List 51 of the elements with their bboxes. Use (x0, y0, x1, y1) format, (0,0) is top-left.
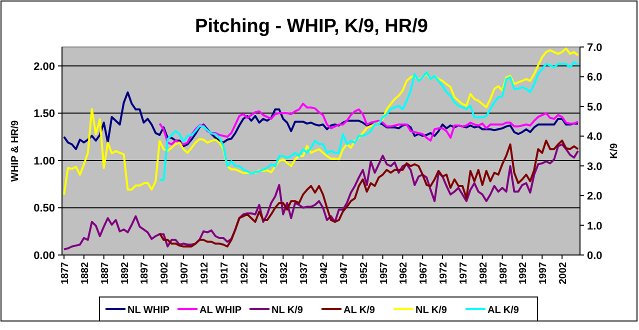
x-tick-label: 1887 (100, 262, 111, 284)
x-tick-label: 1877 (60, 262, 71, 284)
x-tick-label: 1937 (299, 262, 310, 284)
x-tick-label: 1907 (180, 262, 191, 284)
y2-tick-label: 6.0 (587, 72, 602, 84)
x-tick-label: 1932 (279, 262, 290, 284)
legend-label: NL WHIP (128, 305, 170, 316)
legend-label: AL WHIP (200, 305, 242, 316)
x-tick-label: 1942 (318, 262, 330, 284)
x-tick-label: 1967 (418, 262, 430, 284)
y2-tick-label: 3.0 (587, 160, 602, 173)
y2-tick-label: 7.0 (587, 42, 602, 54)
x-tick-label: 1952 (358, 262, 370, 284)
x-tick-label: 1892 (120, 262, 131, 284)
y2-tick-label: 1.0 (587, 220, 602, 232)
y-axis-title: WHIP & HR/9 (10, 120, 21, 182)
x-tick-label: 1922 (239, 262, 250, 284)
y-tick-label: 0.00 (34, 250, 55, 262)
y2-tick-label: 4.0 (587, 131, 602, 144)
y2-tick-label: 2.0 (587, 190, 602, 203)
x-tick-label: 1982 (478, 262, 490, 284)
x-tick-label: 1902 (160, 262, 171, 284)
x-tick-label: 1987 (498, 262, 510, 284)
y-tick-label: 1.50 (34, 108, 55, 120)
x-tick-label: 1882 (80, 262, 91, 284)
x-tick-label: 1897 (140, 262, 151, 284)
legend-label: AL K/9 (488, 305, 520, 316)
x-tick-label: 1972 (438, 262, 450, 284)
x-tick-label: 1997 (538, 262, 550, 284)
x-tick-label: 1912 (199, 262, 210, 284)
y2-axis-title: K/9 (609, 142, 620, 159)
y-tick-label: 0.50 (34, 202, 55, 215)
legend-label: NL K/9 (416, 305, 448, 316)
x-tick-label: 1927 (259, 262, 270, 284)
x-tick-label: 1962 (398, 262, 410, 284)
y2-tick-label: 5.0 (587, 101, 602, 114)
line-series (158, 61, 580, 181)
legend-label: AL K/9 (344, 305, 376, 316)
x-tick-label: 1957 (378, 262, 390, 284)
x-tick-label: 1917 (219, 262, 230, 284)
line-series (158, 102, 580, 146)
line-series (158, 140, 580, 248)
legend-label: NL K/9 (272, 305, 304, 316)
y-tick-label: 2.00 (34, 60, 55, 73)
y2-tick-label: 0.0 (587, 250, 602, 262)
x-tick-label: 2002 (558, 262, 570, 284)
x-tick-label: 1977 (458, 262, 470, 284)
y-tick-label: 1.00 (34, 155, 55, 168)
x-tick-label: 1947 (338, 262, 350, 284)
chart-title: Pitching - WHIP, K/9, HR/9 (195, 16, 428, 37)
x-tick-label: 1992 (518, 262, 530, 284)
